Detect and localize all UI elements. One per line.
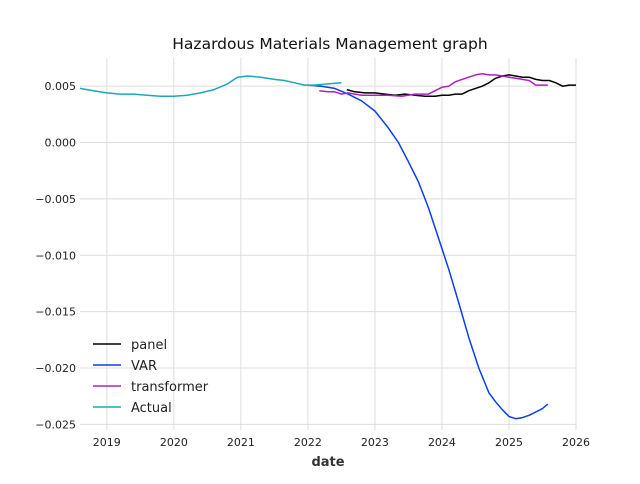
x-tick-label: 2019 — [93, 436, 121, 449]
y-tick-label: −0.020 — [35, 362, 76, 375]
y-tick-label: −0.005 — [35, 193, 76, 206]
series-line-var — [307, 84, 549, 420]
x-axis-ticks: 2019 2020 2021 2022 2023 2024 2025 2026 — [93, 436, 590, 449]
legend: panel VAR transformer Actual — [93, 338, 209, 416]
legend-label: VAR — [131, 359, 157, 374]
y-axis-ticks: 0.005 0.000 −0.005 −0.010 −0.015 −0.020 −0.025 — [35, 80, 76, 431]
y-tick-label: 0.000 — [45, 137, 77, 150]
x-tick-label: 2025 — [495, 436, 523, 449]
chart-title: Hazardous Materials Management graph — [172, 35, 487, 53]
x-tick-label: 2021 — [227, 436, 255, 449]
y-tick-label: −0.015 — [35, 306, 76, 319]
x-tick-label: 2026 — [562, 436, 590, 449]
y-tick-label: −0.025 — [35, 418, 76, 431]
legend-label: Actual — [131, 401, 172, 416]
y-tick-label: −0.010 — [35, 249, 76, 262]
x-tick-label: 2020 — [160, 436, 188, 449]
x-tick-label: 2022 — [294, 436, 322, 449]
series-line-transformer — [319, 73, 548, 98]
x-axis-label: date — [311, 455, 344, 470]
series-lines — [79, 73, 576, 420]
x-tick-label: 2023 — [361, 436, 389, 449]
legend-label: panel — [131, 338, 167, 353]
x-tick-label: 2024 — [428, 436, 456, 449]
grid-lines — [80, 58, 577, 430]
legend-label: transformer — [131, 380, 209, 395]
series-line-actual — [79, 75, 342, 98]
y-tick-label: 0.005 — [45, 80, 77, 93]
